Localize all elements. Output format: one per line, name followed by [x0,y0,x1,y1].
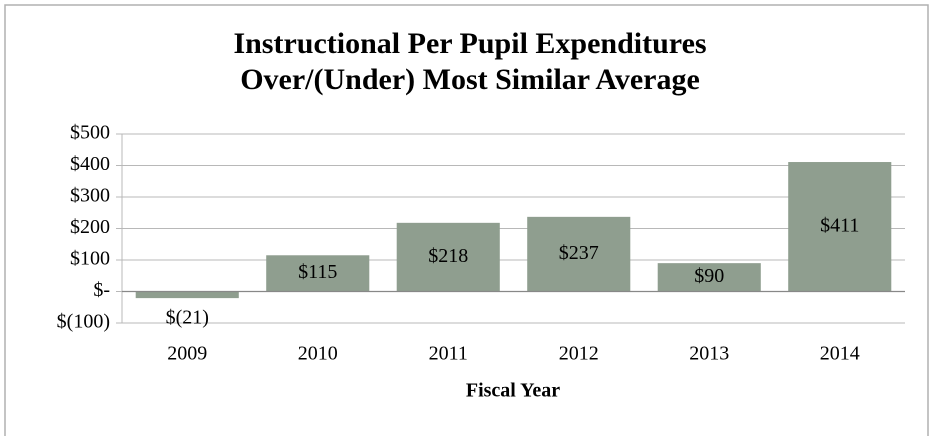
x-tick-label: 2011 [429,343,468,365]
chart-title: Over/(Under) Most Similar Average [240,63,700,96]
bar [788,162,892,292]
y-tick-label: $500 [70,122,110,144]
data-label: $115 [298,261,337,283]
data-label: $(21) [166,307,209,329]
y-tick-label: $- [93,279,110,301]
x-tick-label: 2012 [559,343,599,365]
data-label: $411 [820,214,859,236]
x-tick-label: 2014 [820,343,860,365]
y-tick-label: $300 [70,185,110,207]
y-tick-label: $400 [70,153,110,175]
data-label: $90 [694,265,724,287]
bar [527,216,631,292]
bar [657,263,761,292]
chart-title: Instructional Per Pupil Expenditures [233,27,706,60]
data-label: $218 [428,245,468,267]
bar [135,291,239,299]
x-tick-label: 2010 [298,343,338,365]
x-tick-label: 2013 [689,343,729,365]
bar [266,255,370,292]
y-tick-label: $200 [70,216,110,238]
x-tick-label: 2009 [167,343,207,365]
y-tick-label: $100 [70,248,110,270]
chart-border [4,4,929,436]
data-label: $237 [559,242,599,264]
y-tick-label: $(100) [57,311,110,333]
bar [396,222,500,292]
x-axis-label: Fiscal Year [466,380,560,402]
